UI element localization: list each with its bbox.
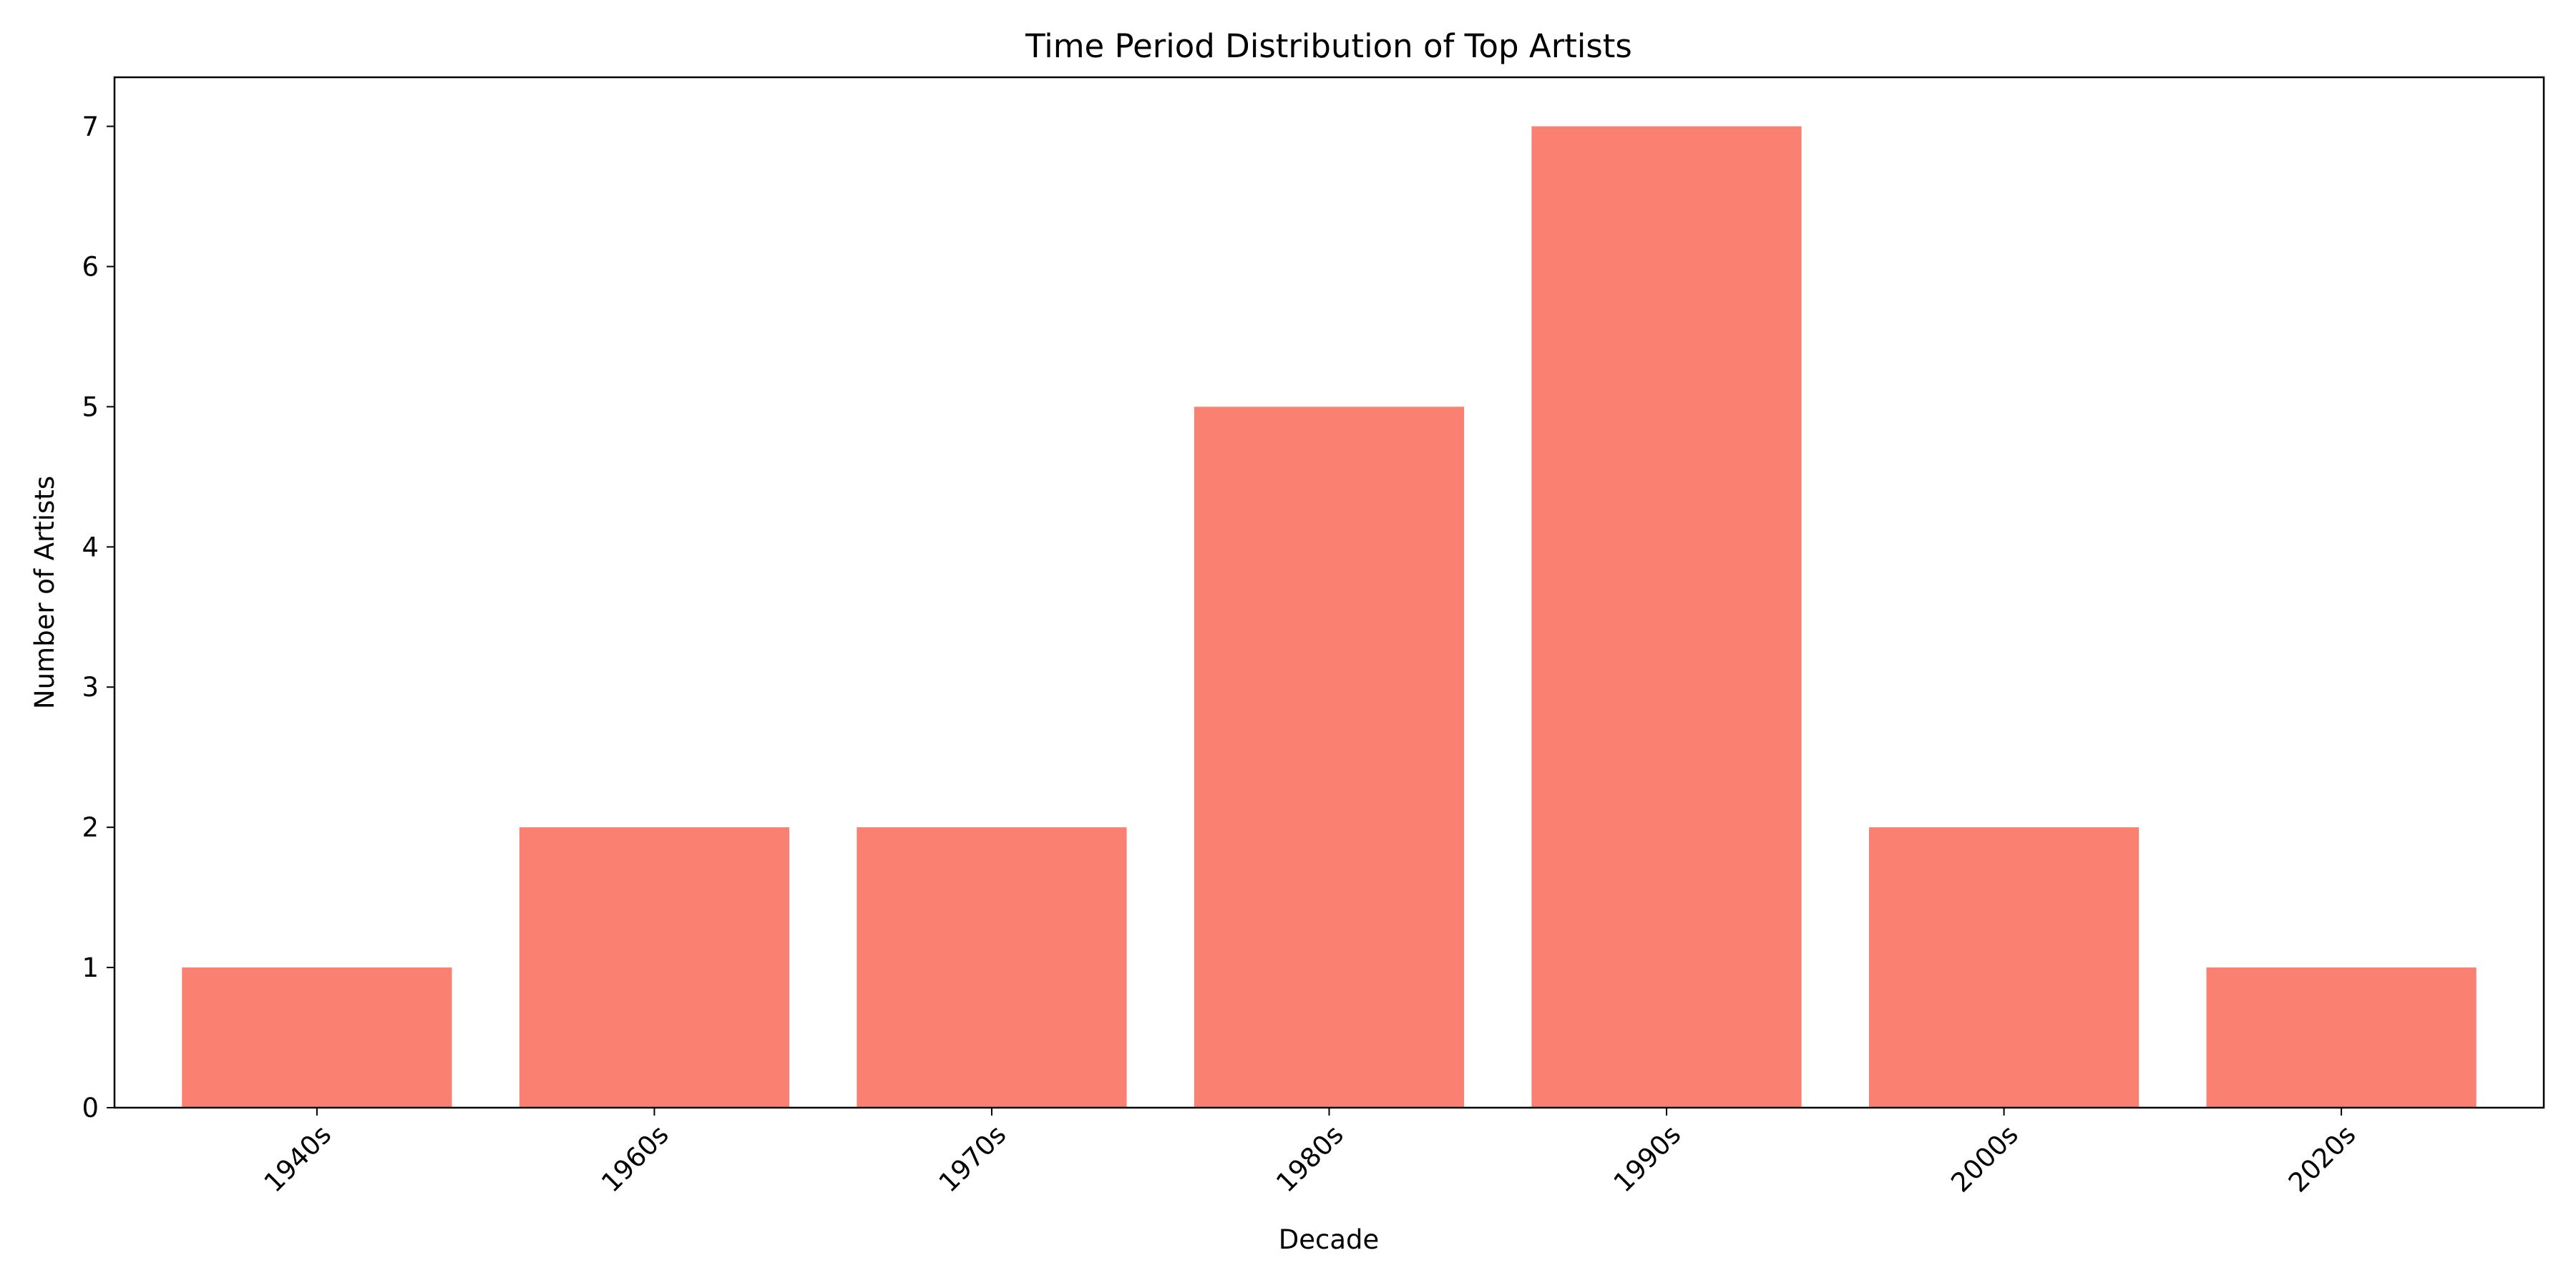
y-tick-label: 5: [82, 391, 99, 422]
y-tick-label: 6: [82, 251, 99, 282]
x-tick-label: 2000s: [1945, 1119, 2024, 1199]
bar-2020s: [2206, 967, 2477, 1108]
x-tick-label: 1990s: [1608, 1119, 1687, 1199]
x-tick-label: 1980s: [1270, 1119, 1350, 1199]
y-tick-label: 4: [82, 532, 99, 562]
bar-1970s: [857, 827, 1127, 1108]
x-axis-label: Decade: [1279, 1224, 1380, 1255]
bars-group: [182, 126, 2477, 1108]
bar-2000s: [1868, 827, 2140, 1108]
bar-1980s: [1194, 406, 1465, 1108]
x-tick-label: 2020s: [2283, 1119, 2362, 1199]
x-tick-label: 1960s: [595, 1119, 675, 1199]
bar-1960s: [519, 827, 790, 1108]
bar-1940s: [182, 967, 452, 1108]
y-tick-label: 3: [82, 672, 99, 703]
y-tick-label: 2: [82, 812, 99, 843]
y-axis-label: Number of Artists: [29, 476, 60, 709]
bar-1990s: [1531, 126, 1802, 1108]
y-tick-label: 1: [82, 952, 99, 983]
x-axis-ticks: 1940s 1960s 1970s 1980s 1990s 2000s 2020s: [258, 1108, 2362, 1199]
y-axis-ticks: 0 1 2 3 4 5 6 7: [82, 112, 114, 1123]
y-tick-label: 7: [82, 112, 99, 142]
plot-area-frame: [113, 76, 2545, 1109]
x-tick-label: 1970s: [933, 1119, 1013, 1199]
y-tick-label: 0: [82, 1093, 99, 1123]
chart-title: Time Period Distribution of Top Artists: [1025, 27, 1632, 65]
x-tick-label: 1940s: [258, 1119, 338, 1199]
